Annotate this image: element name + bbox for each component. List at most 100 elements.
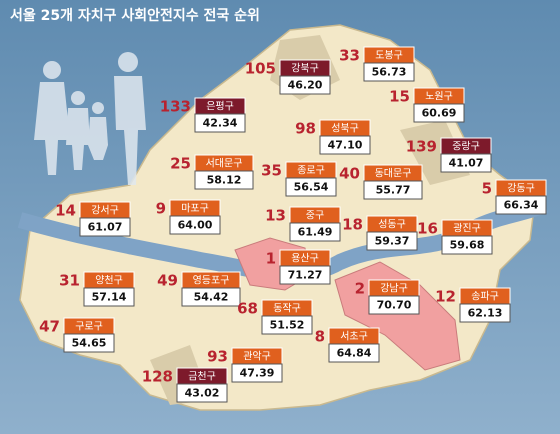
district-name: 도봉구 (375, 50, 403, 62)
district-name: 송파구 (471, 291, 499, 303)
district-score: 47.39 (240, 367, 275, 380)
district-name: 종로구 (297, 165, 325, 177)
gangnam-area (334, 261, 461, 371)
district-label: 133 은평구 42.34 (160, 97, 246, 133)
district-label: 18 성동구 59.37 (342, 215, 418, 251)
title: 서울 25개 자치구 사회안전지수 전국 순위 (10, 7, 260, 24)
district-name: 관악구 (243, 351, 271, 363)
district-rank: 31 (59, 272, 80, 290)
district-score: 47.10 (328, 139, 363, 152)
district-label: 35 종로구 56.54 (261, 161, 337, 197)
district-rank: 13 (265, 207, 286, 225)
district-rank: 1 (266, 250, 276, 268)
district-score: 58.12 (207, 174, 242, 187)
district-rank: 49 (157, 272, 178, 290)
district-label: 31 양천구 57.14 (59, 271, 135, 307)
district-rank: 8 (315, 328, 325, 346)
district-score: 51.52 (270, 319, 305, 332)
district-rank: 128 (142, 368, 173, 386)
district-label: 139 중랑구 41.07 (406, 137, 492, 173)
district-rank: 9 (156, 200, 166, 218)
district-rank: 18 (342, 216, 363, 234)
score-box (319, 135, 371, 155)
district-score: 66.34 (504, 199, 539, 212)
score-box (413, 103, 465, 123)
district-name: 서대문구 (206, 158, 243, 170)
district-rank: 33 (339, 47, 360, 65)
district-name: 중구 (306, 210, 324, 222)
district-label: 1 용산구 71.27 (266, 249, 331, 285)
score-box (366, 231, 418, 251)
district-score: 56.73 (372, 66, 407, 79)
score-box (63, 333, 115, 353)
district-score: 64.84 (337, 347, 372, 360)
district-label: 98 성북구 47.10 (295, 119, 371, 155)
score-box (279, 265, 331, 285)
district-name: 중랑구 (452, 141, 480, 153)
district-score: 56.54 (294, 181, 329, 194)
district-rank: 133 (160, 98, 191, 116)
family-silhouette (34, 52, 146, 185)
district-score: 59.37 (375, 235, 410, 248)
district-rank: 105 (245, 60, 276, 78)
district-name: 동대문구 (375, 168, 412, 180)
score-box (176, 383, 228, 403)
score-box (328, 343, 380, 363)
district-name: 용산구 (291, 253, 319, 265)
district-rank: 93 (207, 348, 228, 366)
district-rank: 16 (417, 220, 438, 238)
district-score: 70.70 (377, 299, 412, 312)
district-name: 성북구 (331, 123, 359, 135)
score-box (363, 62, 415, 82)
score-box (194, 170, 254, 190)
district-label: 49 영등포구 54.42 (157, 271, 241, 307)
district-label: 15 노원구 60.69 (389, 87, 465, 123)
district-score: 59.68 (450, 239, 485, 252)
district-score: 41.07 (449, 157, 484, 170)
district-rank: 98 (295, 120, 316, 138)
district-rank: 40 (339, 165, 360, 183)
district-rank: 139 (406, 138, 437, 156)
district-rank: 25 (170, 155, 191, 173)
district-score: 57.14 (92, 291, 127, 304)
score-box (495, 195, 547, 215)
district-rank: 68 (237, 300, 258, 318)
score-box (459, 303, 511, 323)
district-score: 46.20 (288, 79, 323, 92)
district-rank: 14 (55, 202, 76, 220)
score-box (363, 180, 423, 200)
district-name: 영등포구 (193, 275, 230, 287)
district-name: 광진구 (453, 223, 481, 235)
district-name: 강북구 (291, 63, 319, 75)
district-label: 9 마포구 64.00 (156, 199, 221, 235)
district-label: 33 도봉구 56.73 (339, 46, 415, 82)
district-name: 구로구 (75, 322, 103, 333)
district-rank: 15 (389, 88, 410, 106)
district-rank: 12 (435, 288, 456, 306)
district-label: 47 구로구 54.65 (39, 317, 115, 353)
district-label: 13 중구 61.49 (265, 206, 341, 242)
district-label: 93 관악구 47.39 (207, 347, 283, 383)
score-box (181, 287, 241, 307)
district-score: 42.34 (203, 117, 238, 130)
district-score: 71.27 (288, 269, 323, 282)
district-name: 은평구 (206, 101, 234, 113)
district-score: 61.49 (298, 226, 333, 239)
district-label: 25 서대문구 58.12 (170, 154, 254, 190)
district-name: 강남구 (380, 283, 408, 295)
district-name: 동작구 (273, 303, 301, 315)
district-name: 강동구 (507, 183, 535, 195)
district-name: 마포구 (181, 203, 209, 215)
district-label: 2 강남구 70.70 (355, 279, 420, 315)
district-rank: 35 (261, 162, 282, 180)
score-box (285, 177, 337, 197)
district-score: 60.69 (422, 107, 457, 120)
score-box (231, 363, 283, 383)
district-score: 64.00 (178, 219, 213, 232)
district-name: 강서구 (91, 205, 119, 217)
district-rank: 47 (39, 318, 60, 336)
district-rank: 2 (355, 280, 365, 298)
score-box (169, 215, 221, 235)
score-box (83, 287, 135, 307)
district-score: 43.02 (185, 387, 220, 400)
